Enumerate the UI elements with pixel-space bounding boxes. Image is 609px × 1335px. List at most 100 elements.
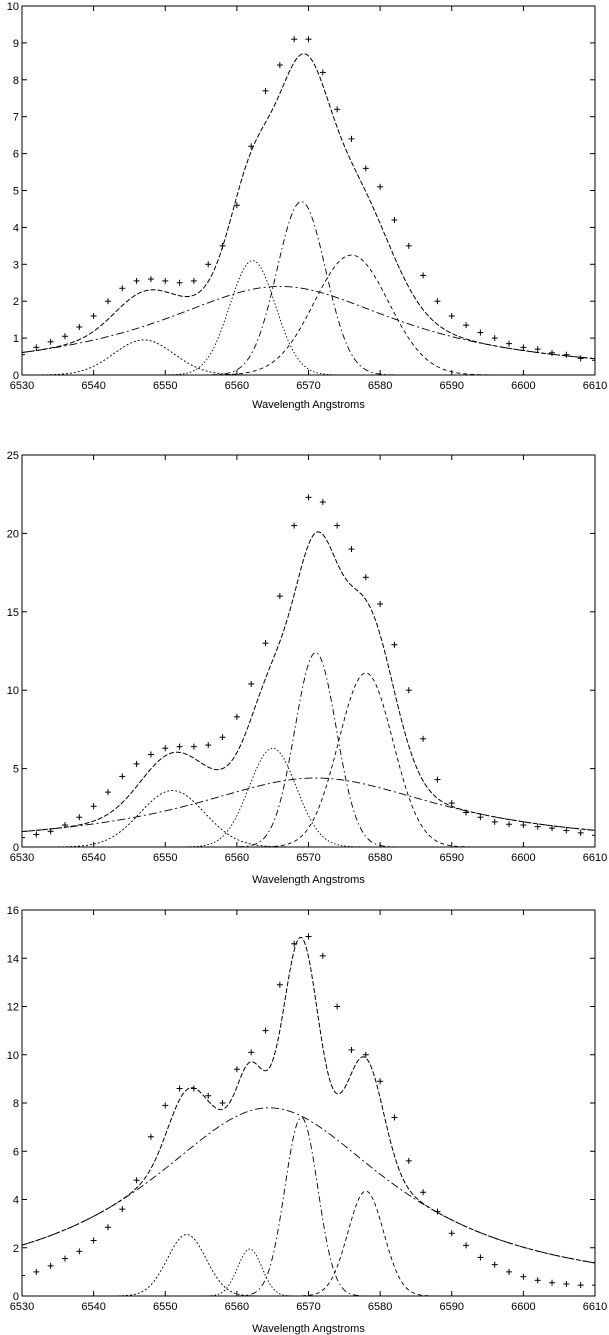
data-point [334, 522, 341, 529]
data-point [534, 1277, 541, 1284]
data-point [592, 357, 595, 364]
data-point [592, 1282, 595, 1289]
broad-component [22, 285, 595, 360]
y-tick-label: 2 [13, 296, 19, 308]
y-tick-label: 25 [7, 450, 19, 462]
data-point [291, 522, 298, 529]
data-point [577, 1282, 584, 1289]
x-tick-label: 6580 [368, 852, 392, 864]
data-point [61, 1255, 68, 1262]
data-point [119, 773, 126, 780]
data-point [448, 800, 455, 807]
y-tick-label: 12 [7, 1002, 19, 1014]
x-tick-label: 6530 [10, 380, 34, 392]
x-tick-label: 6570 [296, 380, 320, 392]
data-point [205, 1092, 212, 1099]
x-tick-label: 6590 [440, 852, 464, 864]
data-point [577, 829, 584, 836]
y-tick-label: 20 [7, 528, 19, 540]
data-point [147, 276, 154, 283]
y-tick-label: 16 [7, 905, 19, 917]
data-point [276, 593, 283, 600]
y-tick-label: 0 [13, 1291, 19, 1303]
data-point [491, 818, 498, 825]
y-tick-label: 10 [7, 1050, 19, 1062]
y-tick-label: 2 [13, 1243, 19, 1255]
data-point [391, 641, 398, 648]
data-point [176, 743, 183, 750]
x-tick-label: 6580 [368, 1301, 392, 1313]
x-tick-label: 6560 [225, 380, 249, 392]
data-point [334, 106, 341, 113]
x-tick-label: 6590 [440, 380, 464, 392]
data-point [463, 322, 470, 329]
data-point [506, 340, 513, 347]
x-tick-label: 6610 [583, 852, 607, 864]
data-point [348, 1046, 355, 1053]
data-point [362, 1051, 369, 1058]
x-tick-label: 6580 [368, 380, 392, 392]
data-point [463, 809, 470, 816]
data-point [420, 735, 427, 742]
data-point [47, 338, 54, 345]
data-point [233, 1066, 240, 1073]
data-point [22, 351, 25, 358]
data-point [463, 1242, 470, 1249]
data-point [219, 1100, 226, 1106]
gaussian-component-4 [22, 254, 595, 375]
data-point [119, 1206, 126, 1213]
data-point [276, 62, 283, 69]
x-axis-title: Wavelength Angstroms [252, 399, 365, 411]
data-point [133, 760, 140, 767]
x-tick-label: 6610 [583, 1301, 607, 1313]
x-tick-label: 6560 [225, 852, 249, 864]
data-point [377, 600, 384, 607]
data-point [319, 499, 326, 506]
data-point [233, 713, 240, 720]
data-point [348, 135, 355, 142]
data-point [76, 324, 83, 331]
data-point [477, 814, 484, 821]
data-point [563, 827, 570, 834]
data-point [319, 69, 326, 76]
data-point [534, 823, 541, 830]
data-point [33, 831, 40, 838]
x-tick-label: 6540 [81, 1301, 105, 1313]
chart-panel-2: 6530 6540 6550 6560 6570 6580 6590 6600 6610 0 5 10… [7, 450, 607, 886]
data-point [520, 344, 527, 351]
data-point [248, 1049, 255, 1056]
y-tick-label: 0 [13, 370, 19, 382]
y-tick-label: 6 [13, 149, 19, 161]
data-point [549, 349, 556, 356]
x-axis-title: Wavelength Angstroms [252, 874, 365, 886]
gaussian-component-1 [22, 1234, 595, 1296]
data-point [391, 1114, 398, 1121]
data-point [147, 1133, 154, 1140]
data-point [563, 351, 570, 358]
data-point [477, 1254, 484, 1261]
x-tick-label: 6530 [10, 1301, 34, 1313]
data-point [420, 1189, 427, 1196]
data-point [133, 1177, 140, 1184]
y-tick-label: 10 [7, 1, 19, 13]
x-tick-label: 6560 [225, 1301, 249, 1313]
gaussian-component-1 [22, 790, 595, 847]
y-tick-label: 9 [13, 38, 19, 50]
data-point [491, 335, 498, 342]
data-point [534, 346, 541, 353]
data-point [104, 298, 111, 305]
data-point [334, 1003, 341, 1010]
data-point [22, 1272, 25, 1279]
x-tick-label: 6600 [511, 852, 535, 864]
total-fit-line [22, 936, 595, 1264]
data-point [104, 789, 111, 796]
data-point [549, 1279, 556, 1286]
total-fit-line [22, 53, 595, 360]
gaussian-component-4 [22, 1190, 595, 1296]
y-tick-label: 4 [13, 1195, 19, 1207]
data-point [391, 217, 398, 224]
chart-panel-3: 6530 6540 6550 6560 6570 6580 6590 6600 6610 0 2 4 6… [7, 905, 607, 1335]
plot-frame [21, 454, 596, 848]
